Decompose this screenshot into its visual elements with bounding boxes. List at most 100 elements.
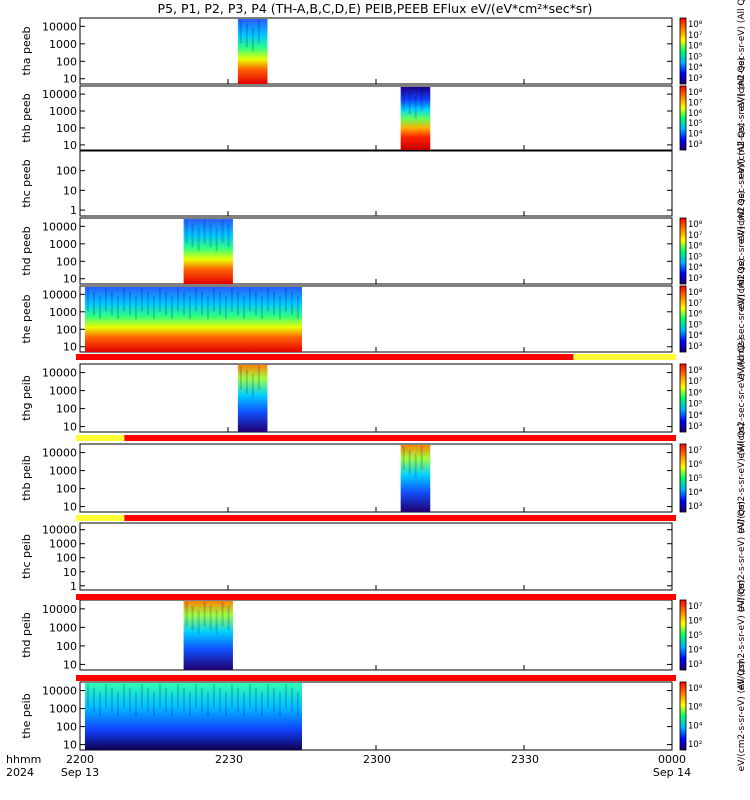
colorbar-tick-label: 10⁷ xyxy=(688,98,703,108)
spectrogram-texture xyxy=(164,688,167,712)
spectrogram-texture xyxy=(414,454,417,478)
x-tick-label: 0000 xyxy=(658,753,686,766)
spectrogram-texture xyxy=(110,688,113,712)
spectrogram-texture xyxy=(176,288,179,312)
y-tick-label: 1 xyxy=(70,204,77,217)
spectrogram-texture xyxy=(116,296,119,320)
spectrogram-texture xyxy=(218,688,221,712)
spectrogram-texture xyxy=(296,296,299,320)
y-tick-label: 10000 xyxy=(42,220,77,233)
x-row-label-hhmm: hhmm xyxy=(6,753,41,766)
colorbar-tick-label: 10⁵ xyxy=(688,119,702,129)
spectrogram-texture xyxy=(215,228,218,252)
spectrogram-texture xyxy=(402,88,405,111)
y-axis-label: thd peeb xyxy=(20,226,33,275)
spectrogram-texture xyxy=(158,684,161,708)
spectrogram-texture xyxy=(122,288,125,312)
y-tick-label: 100 xyxy=(56,55,77,68)
spectrogram-texture xyxy=(206,296,209,320)
figure-title: P5, P1, P2, P3, P4 (TH-A,B,C,D,E) PEIB,P… xyxy=(158,1,593,16)
colorbar-tick-label: 10⁸ xyxy=(688,220,703,230)
colorbar-label: eV/(cm2-s-sr-eV) (All Qs) xyxy=(737,501,747,612)
spectrogram-texture xyxy=(92,688,95,712)
y-tick-label: 10 xyxy=(63,566,77,579)
y-axis-label: thg peib xyxy=(20,375,33,421)
colorbar xyxy=(679,285,687,353)
panel-frame xyxy=(79,599,673,671)
spectrogram-texture xyxy=(176,684,179,708)
colorbar-tick-label: 10⁷ xyxy=(688,299,703,309)
panel-frame xyxy=(79,522,673,591)
spectrogram-texture xyxy=(254,688,257,712)
colorbar-tick-label: 10⁷ xyxy=(688,446,703,456)
colorbar-tick-label: 10⁴ xyxy=(688,411,703,421)
y-tick-label: 100 xyxy=(56,122,77,135)
spectrogram-texture xyxy=(215,610,218,635)
spectrogram-texture xyxy=(134,692,137,716)
spectrogram-texture xyxy=(128,688,131,712)
y-tick-label: 10000 xyxy=(42,367,77,380)
colorbar-tick-label: 10⁷ xyxy=(688,31,703,41)
spectrogram-texture xyxy=(191,224,194,248)
spectrogram-block xyxy=(84,287,302,352)
spectrogram-texture xyxy=(248,288,251,312)
y-tick-label: 100 xyxy=(56,323,77,336)
spectrogram-texture xyxy=(257,20,260,44)
spectrogram-texture xyxy=(248,684,251,708)
colorbar-tick-label: 10⁴ xyxy=(688,130,703,140)
colorbar xyxy=(679,85,687,151)
y-axis-label: tha peeb xyxy=(20,26,33,75)
colorbar-tick-label: 10⁸ xyxy=(688,366,703,376)
y-axis-label: the peib xyxy=(20,693,33,738)
colorbar-label: eV/(cm2-sec-sr-eV) (All Qs) xyxy=(737,57,747,178)
colorbar-tick-label: 10³ xyxy=(688,342,702,352)
spectrogram-block xyxy=(400,87,431,150)
colorbar-tick-label: 10³ xyxy=(688,74,702,84)
spectrogram-texture xyxy=(224,296,227,320)
panel-frame xyxy=(79,443,673,513)
colorbar-tick-label: 10⁵ xyxy=(688,252,702,262)
quality-bar-red xyxy=(76,435,676,441)
spectrogram-texture xyxy=(212,288,215,312)
y-tick-label: 100 xyxy=(56,403,77,416)
spectrogram-texture xyxy=(296,692,299,716)
x-axis: 2200 2230 2300 2330 0000 Sep 13 Sep 14 h… xyxy=(6,753,691,779)
colorbar-tick-label: 10⁸ xyxy=(688,684,703,694)
x-tick-label: 2300 xyxy=(363,753,391,766)
spectrogram-texture xyxy=(227,606,230,631)
spectrogram-texture xyxy=(209,224,212,248)
spectrogram-texture xyxy=(245,24,248,48)
spectrogram-texture xyxy=(158,288,161,312)
y-tick-label: 10 xyxy=(63,73,77,86)
y-tick-label: 10000 xyxy=(42,288,77,301)
spectrogram-texture xyxy=(164,292,167,316)
quality-bar-yellow xyxy=(76,435,125,441)
y-tick-label: 100 xyxy=(56,640,77,653)
spectrogram-texture xyxy=(408,92,411,115)
spectrogram-block xyxy=(183,219,233,284)
colorbar-label: eV/(cm2-sec-sr-eV) (All Qs) xyxy=(737,337,747,458)
spectrogram-block xyxy=(84,683,302,750)
spectrogram-texture xyxy=(236,292,239,316)
spectrogram-texture xyxy=(92,292,95,316)
y-tick-label: 1000 xyxy=(49,38,77,51)
spectrogram-texture xyxy=(266,288,269,312)
spectrogram-texture xyxy=(420,446,423,470)
colorbar-label: eV/(cm2-sec-sr-eV) (All Qs) xyxy=(737,190,747,311)
colorbar-label: eV/(cm2-s-sr-eV) (All Qs) xyxy=(737,580,747,691)
y-axis-label: the peeb xyxy=(20,294,33,343)
quality-flag-bars xyxy=(76,354,676,681)
quality-bar-red xyxy=(76,515,676,521)
y-tick-label: 100 xyxy=(56,483,77,496)
colorbar-tick-label: 10⁶ xyxy=(688,388,703,398)
colorbar-label: eV/(cm2-sec-sr-eV) (All Qs) xyxy=(737,0,747,112)
x-row-label-year: 2024 xyxy=(6,766,34,779)
y-tick-label: 10000 xyxy=(42,88,77,101)
y-tick-label: 10 xyxy=(63,421,77,434)
spectrogram-texture xyxy=(242,296,245,320)
spectrogram-texture xyxy=(170,692,173,716)
spectrogram-texture xyxy=(128,292,131,316)
colorbar-tick-label: 10⁴ xyxy=(688,263,703,273)
colorbar-tick-label: 10⁶ xyxy=(688,42,703,52)
